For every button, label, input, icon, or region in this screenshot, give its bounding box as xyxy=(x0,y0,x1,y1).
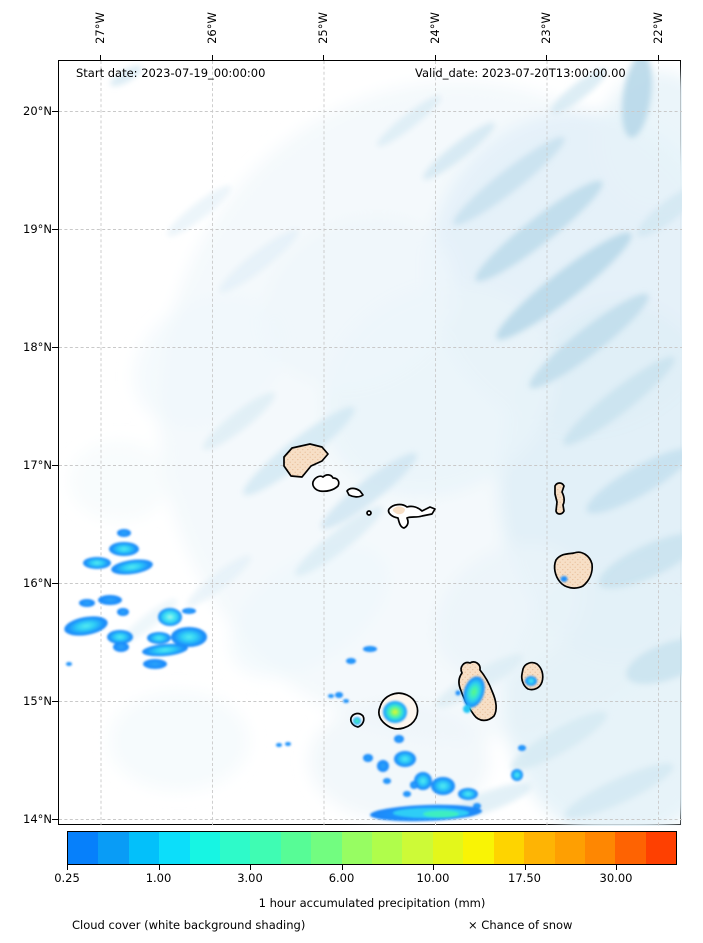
colorbar-segment xyxy=(463,832,494,864)
colorbar-segment xyxy=(280,832,312,864)
top-axis-label: 27°W xyxy=(93,3,107,53)
left-axis-label: 18°N xyxy=(23,339,52,354)
colorbar-segment xyxy=(584,832,616,864)
top-axis-label: 25°W xyxy=(316,3,330,53)
top-axis-label-text: 22°W xyxy=(650,12,665,44)
colorbar-segment xyxy=(554,832,585,864)
colorbar-tick xyxy=(433,865,434,870)
start-date-label: Start date: 2023-07-19_00:00:00 xyxy=(76,66,266,80)
colorbar-title: 1 hour accumulated precipitation (mm) xyxy=(258,896,486,910)
colorbar-segment xyxy=(493,832,525,864)
colorbar-segment xyxy=(220,832,251,864)
colorbar-tick xyxy=(341,865,343,870)
colorbar-segment xyxy=(311,832,342,864)
colorbar-segment xyxy=(189,832,221,864)
colorbar-tick xyxy=(524,865,526,870)
island-precipitation xyxy=(353,576,568,725)
precipitation-layer xyxy=(64,529,526,822)
colorbar xyxy=(67,831,677,865)
top-axis-label-text: 27°W xyxy=(93,12,108,44)
left-axis-label: 16°N xyxy=(23,575,52,590)
colorbar-tick-label: 30.00 xyxy=(599,871,633,885)
left-axis-label: 15°N xyxy=(23,693,52,708)
map-canvas xyxy=(59,61,682,826)
top-axis-label: 24°W xyxy=(428,3,442,53)
colorbar-tick-label: 10.00 xyxy=(416,871,450,885)
top-axis-label-text: 24°W xyxy=(427,12,442,44)
colorbar-segment xyxy=(98,832,129,864)
island-branco-islet xyxy=(366,510,372,516)
left-axis-label: 17°N xyxy=(23,457,52,472)
colorbar-segment xyxy=(372,832,403,864)
colorbar-segment xyxy=(615,832,646,864)
colorbar-segment xyxy=(159,832,190,864)
cloud-cover-layer xyxy=(69,61,682,826)
top-axis-label: 22°W xyxy=(651,3,665,53)
cloud-cover-note: Cloud cover (white background shading) xyxy=(72,918,306,932)
colorbar-tick xyxy=(67,865,68,870)
colorbar-tick-label: 1.00 xyxy=(145,871,172,885)
top-axis-label: 26°W xyxy=(205,3,219,53)
colorbar-segment xyxy=(432,832,464,864)
colorbar-segment xyxy=(128,832,160,864)
top-axis-label-text: 26°W xyxy=(204,12,219,44)
colorbar-segment xyxy=(645,832,677,864)
map-panel: Start date: 2023-07-19_00:00:00 Valid_da… xyxy=(58,60,682,826)
island-boa-vista xyxy=(553,551,594,589)
colorbar-segment xyxy=(68,832,99,864)
colorbar-tick xyxy=(250,865,251,870)
left-axis-label: 20°N xyxy=(23,103,52,118)
top-axis-label-text: 25°W xyxy=(316,12,331,44)
top-axis-label: 23°W xyxy=(539,3,553,53)
colorbar-segment xyxy=(402,832,433,864)
island-sal xyxy=(554,482,565,515)
colorbar-tick-label: 17.50 xyxy=(508,871,541,885)
island-sao-nicolau-highland xyxy=(392,506,405,515)
chance-of-snow-note: × Chance of snow xyxy=(468,918,573,932)
colorbar-tick xyxy=(616,865,617,870)
colorbar-tick-label: 3.00 xyxy=(237,871,263,885)
valid-date-label: Valid_date: 2023-07-20T13:00:00.00 xyxy=(415,66,626,80)
island-sao-vicente xyxy=(311,474,340,493)
colorbar-tick xyxy=(158,865,160,870)
left-axis-label: 14°N xyxy=(23,811,52,826)
colorbar-segment xyxy=(250,832,281,864)
colorbar-tick-label: 0.25 xyxy=(54,871,80,885)
left-axis-label: 19°N xyxy=(23,221,52,236)
top-axis-label-text: 23°W xyxy=(539,12,554,44)
colorbar-tick-label: 6.00 xyxy=(328,871,355,885)
colorbar-segment xyxy=(341,832,373,864)
island-santo-antao xyxy=(283,443,329,478)
gridlines xyxy=(59,61,682,826)
colorbar-segment xyxy=(524,832,555,864)
island-santa-luzia xyxy=(346,487,364,498)
